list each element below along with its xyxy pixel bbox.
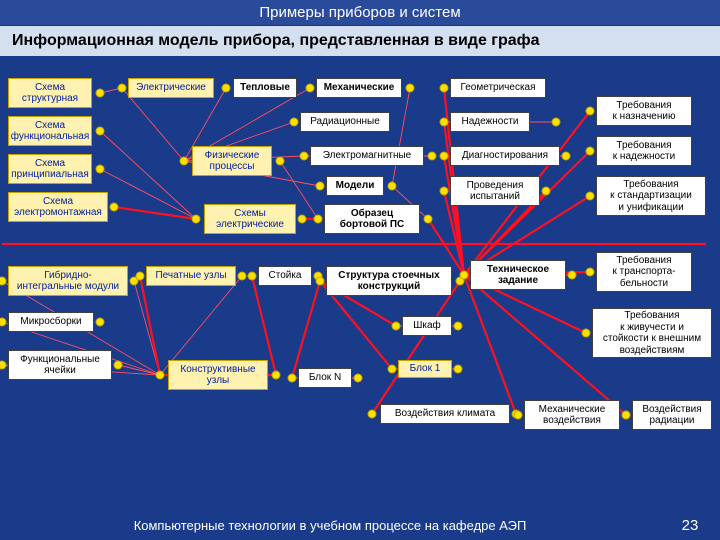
node-n_mechv: Механические воздействия [524,400,620,430]
title-bar: Примеры приборов и систем [0,0,720,26]
graph-dot [316,182,325,191]
graph-dot [222,84,231,93]
graph-dot [440,187,449,196]
graph-dot [114,361,123,370]
footer-text: Компьютерные технологии в учебном процес… [0,518,660,533]
node-n_therm: Тепловые [233,78,297,98]
graph-dot [298,215,307,224]
graph-canvas: Схема структурная Схема функциональная Схе… [0,60,720,490]
node-n_obr: Образец бортовой ПС [324,204,420,234]
graph-dot [156,371,165,380]
graph-dot [0,277,7,286]
graph-dot [300,152,309,161]
node-n_shkaf: Шкаф [402,316,452,336]
node-n_elmont: Схема электромонтажная [8,192,108,222]
graph-dot [562,152,571,161]
slide: Примеры приборов и систем Информационная… [0,0,720,540]
graph-dot [118,84,127,93]
graph-dot [290,118,299,127]
node-n_geom: Геометрическая [450,78,546,98]
graph-dot [0,361,7,370]
graph-dot [96,318,105,327]
graph-dot [586,147,595,156]
graph-dot [288,374,297,383]
node-n_stoika: Стойка [258,266,312,286]
node-n_struct: Схема структурная [8,78,92,108]
footer: Компьютерные технологии в учебном процес… [0,510,720,540]
node-n_princ: Схема принципиальная [8,154,92,184]
graph-dot [440,118,449,127]
node-n_diag: Диагностирования [450,146,560,166]
node-n_trebnad: Требования к надежности [596,136,692,166]
graph-dot [316,277,325,286]
node-n_radv: Воздействия радиации [632,400,712,430]
graph-dot [388,182,397,191]
node-n_stdun: Требования к стандартизации и унификации [596,176,706,216]
graph-dot [110,203,119,212]
graph-dot [568,271,577,280]
graph-dot [272,371,281,380]
node-n_elec: Электрические [128,78,214,98]
graph-dot [552,118,561,127]
graph-dot [586,268,595,277]
node-n_physpr: Физические процессы [192,146,272,176]
node-n_tz: Техническое задание [470,260,566,290]
node-n_klimat: Воздействия климата [380,404,510,424]
graph-dot [582,329,591,338]
graph-dot [388,365,397,374]
graph-dot [586,192,595,201]
node-n_trans: Требования к транспорта- бельности [596,252,692,292]
graph-dot [622,411,631,420]
node-n_konstr: Конструктивные узлы [168,360,268,390]
node-n_models: Модели [326,176,384,196]
graph-dot [406,84,415,93]
graph-dot [248,272,257,281]
graph-dot [354,374,363,383]
graph-dot [454,322,463,331]
graph-dot [586,107,595,116]
node-n_emag: Электромагнитные [310,146,424,166]
graph-dot [192,215,201,224]
graph-dot [460,271,469,280]
node-n_mech: Механические [316,78,402,98]
graph-dot [514,411,523,420]
graph-dot [392,322,401,331]
graph-dot [454,365,463,374]
graph-dot [428,152,437,161]
node-n_rad: Радиационные [300,112,390,132]
node-n_trebn: Требования к назначению [596,96,692,126]
graph-dot [238,272,247,281]
node-n_blokn: Блок N [298,368,352,388]
node-n_blok1: Блок 1 [398,360,452,378]
graph-dot [96,89,105,98]
graph-dot [96,165,105,174]
node-n_fcell: Функциональные ячейки [8,350,112,380]
graph-dot [136,272,145,281]
graph-dot [96,127,105,136]
graph-dot [368,410,377,419]
node-n_shel: Схемы электрические [204,204,296,234]
page-number: 23 [660,517,720,534]
subtitle-bar: Информационная модель прибора, представл… [0,26,720,56]
graph-dot [440,84,449,93]
node-n_hybrid: Гибридно- интегральные модули [8,266,128,296]
node-n_zhiv: Требования к живучести и стойкости к вне… [592,308,712,358]
graph-dot [0,318,7,327]
node-n_print: Печатные узлы [146,266,236,286]
node-n_ssk: Структура стоечных конструкций [326,266,452,296]
graph-dot [542,187,551,196]
graph-dot [424,215,433,224]
node-n_func: Схема функциональная [8,116,92,146]
node-n_micro: Микросборки [8,312,94,332]
graph-dot [180,157,189,166]
node-n_isp: Проведения испытаний [450,176,540,206]
graph-dot [306,84,315,93]
node-n_reliab: Надежности [450,112,530,132]
graph-dot [276,157,285,166]
graph-dot [314,215,323,224]
graph-dot [440,152,449,161]
